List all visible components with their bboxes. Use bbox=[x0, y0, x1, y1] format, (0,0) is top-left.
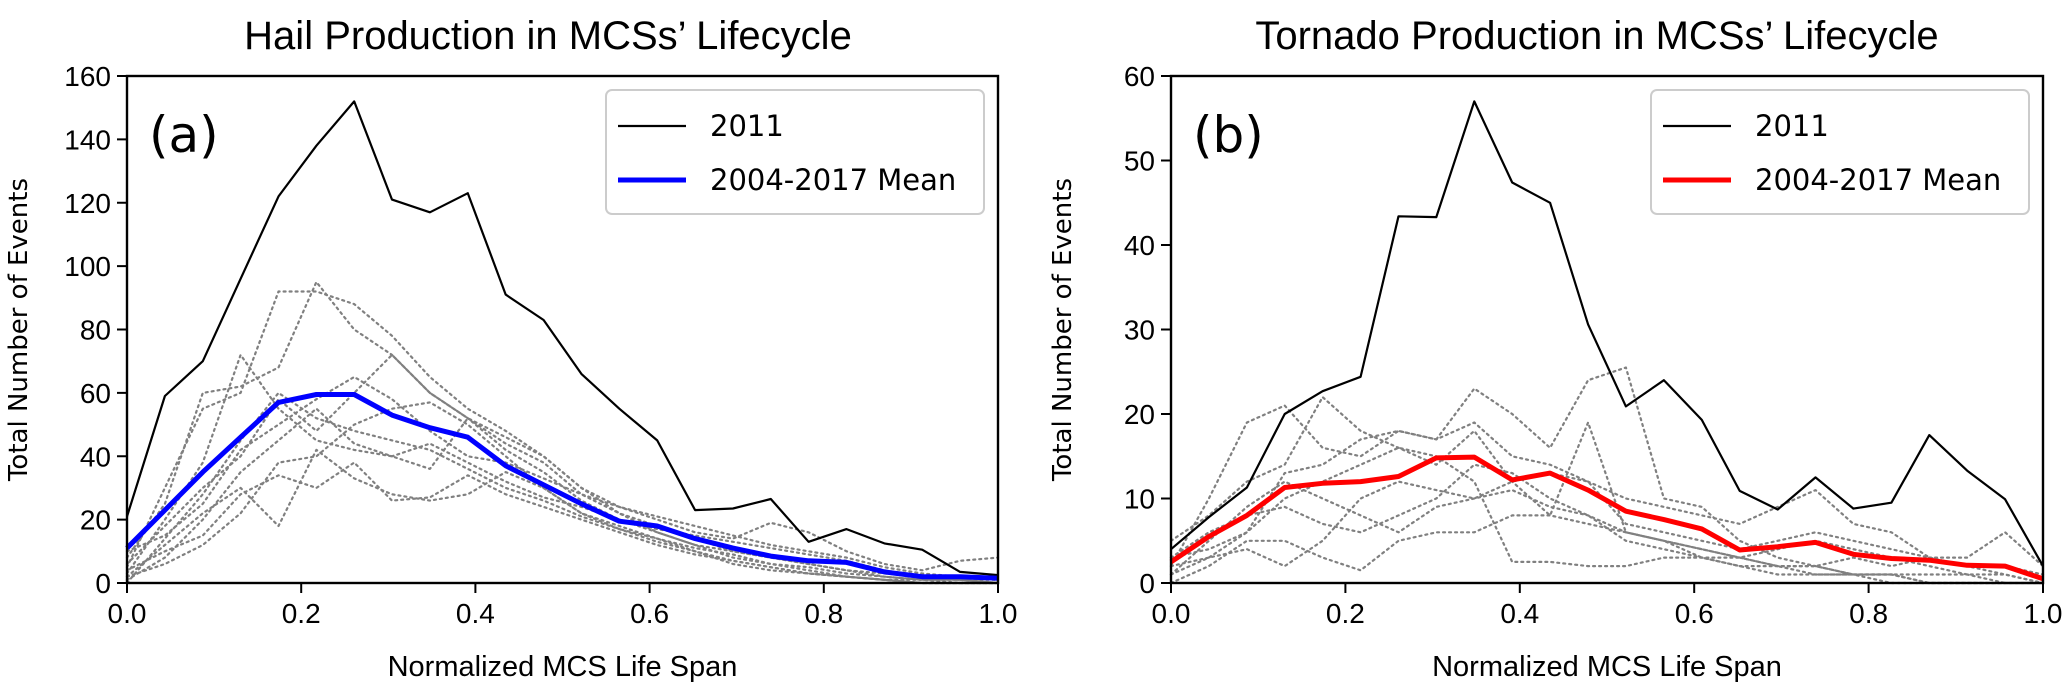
mean-line bbox=[1169, 454, 2044, 582]
panel-label: (a) bbox=[149, 106, 219, 164]
x-tick-label: 0.8 bbox=[804, 598, 843, 629]
y-tick-label: 40 bbox=[1124, 230, 1155, 261]
y-tick-label: 10 bbox=[1124, 484, 1155, 515]
y-tick-label: 120 bbox=[64, 188, 111, 219]
x-tick-label: 1.0 bbox=[979, 598, 1018, 629]
y-tick-label: 20 bbox=[1124, 399, 1155, 430]
y-tick-label: 60 bbox=[80, 378, 111, 409]
x-tick-label: 0.8 bbox=[1849, 598, 1888, 629]
x-axis-label: Normalized MCS Life Span bbox=[388, 651, 738, 683]
individual-year-line bbox=[1169, 421, 2045, 585]
individual-year-line bbox=[125, 353, 1000, 575]
panel-label: (b) bbox=[1193, 106, 1264, 164]
individual-year-line bbox=[1169, 446, 2045, 585]
y-tick-label: 100 bbox=[64, 251, 111, 282]
x-tick-label: 0.4 bbox=[456, 598, 495, 629]
hail-panel: Hail Production in MCSs’ Lifecycle 0.0 0.2… bbox=[4, 14, 1017, 683]
y-tick-label: 40 bbox=[80, 441, 111, 472]
y-tick-label: 50 bbox=[1124, 146, 1155, 177]
tornado-panel: Tornado Production in MCSs’ Lifecycle 0.0… bbox=[1048, 14, 2062, 683]
y-tick-label: 0 bbox=[95, 568, 111, 599]
legend-label: 2004-2017 Mean bbox=[1755, 163, 2001, 197]
legend: 2011 2004-2017 Mean bbox=[1650, 89, 2030, 215]
individual-year-line bbox=[1169, 366, 2045, 585]
individual-year-line bbox=[125, 391, 1000, 585]
y-tick-label: 60 bbox=[1124, 61, 1155, 92]
legend-label: 2004-2017 Mean bbox=[710, 163, 956, 197]
y-tick-label: 20 bbox=[80, 505, 111, 536]
x-axis-label: Normalized MCS Life Span bbox=[1432, 651, 1782, 683]
legend: 2011 2004-2017 Mean bbox=[605, 89, 985, 215]
x-tick-label: 1.0 bbox=[2024, 598, 2063, 629]
individual-year-line bbox=[1169, 480, 2045, 585]
legend-box bbox=[605, 89, 985, 215]
y-tick-label: 80 bbox=[80, 315, 111, 346]
y-axis-label: Total Number of Events bbox=[4, 178, 34, 482]
chart-title: Tornado Production in MCSs’ Lifecycle bbox=[1255, 14, 1938, 58]
x-tick-label: 0.0 bbox=[1152, 598, 1191, 629]
individual-year-line bbox=[1169, 514, 2045, 585]
mean-line bbox=[125, 392, 999, 581]
y-tick-label: 160 bbox=[64, 61, 111, 92]
y-tick-label: 30 bbox=[1124, 315, 1155, 346]
individual-year-line bbox=[125, 401, 1000, 585]
x-tick-label: 0.6 bbox=[630, 598, 669, 629]
x-tick-label: 0.0 bbox=[108, 598, 147, 629]
year-2011-line bbox=[125, 100, 999, 577]
y-tick-label: 140 bbox=[64, 124, 111, 155]
legend-label: 2011 bbox=[1755, 109, 1829, 143]
individual-year-line bbox=[125, 290, 1000, 585]
individual-year-line bbox=[125, 461, 1000, 585]
year-2011-line bbox=[1170, 100, 2044, 567]
legend-label: 2011 bbox=[710, 109, 784, 143]
individual-year-line bbox=[1169, 463, 2045, 585]
x-tick-label: 0.2 bbox=[1326, 598, 1365, 629]
chart-title: Hail Production in MCSs’ Lifecycle bbox=[244, 14, 852, 58]
y-tick-label: 0 bbox=[1139, 568, 1155, 599]
legend-box bbox=[1650, 89, 2030, 215]
individual-year-line bbox=[125, 353, 1000, 581]
x-tick-label: 0.6 bbox=[1675, 598, 1714, 629]
y-axis-label: Total Number of Events bbox=[1048, 178, 1078, 482]
x-tick-label: 0.2 bbox=[282, 598, 321, 629]
x-tick-label: 0.4 bbox=[1500, 598, 1539, 629]
individual-year-line bbox=[125, 375, 1000, 581]
